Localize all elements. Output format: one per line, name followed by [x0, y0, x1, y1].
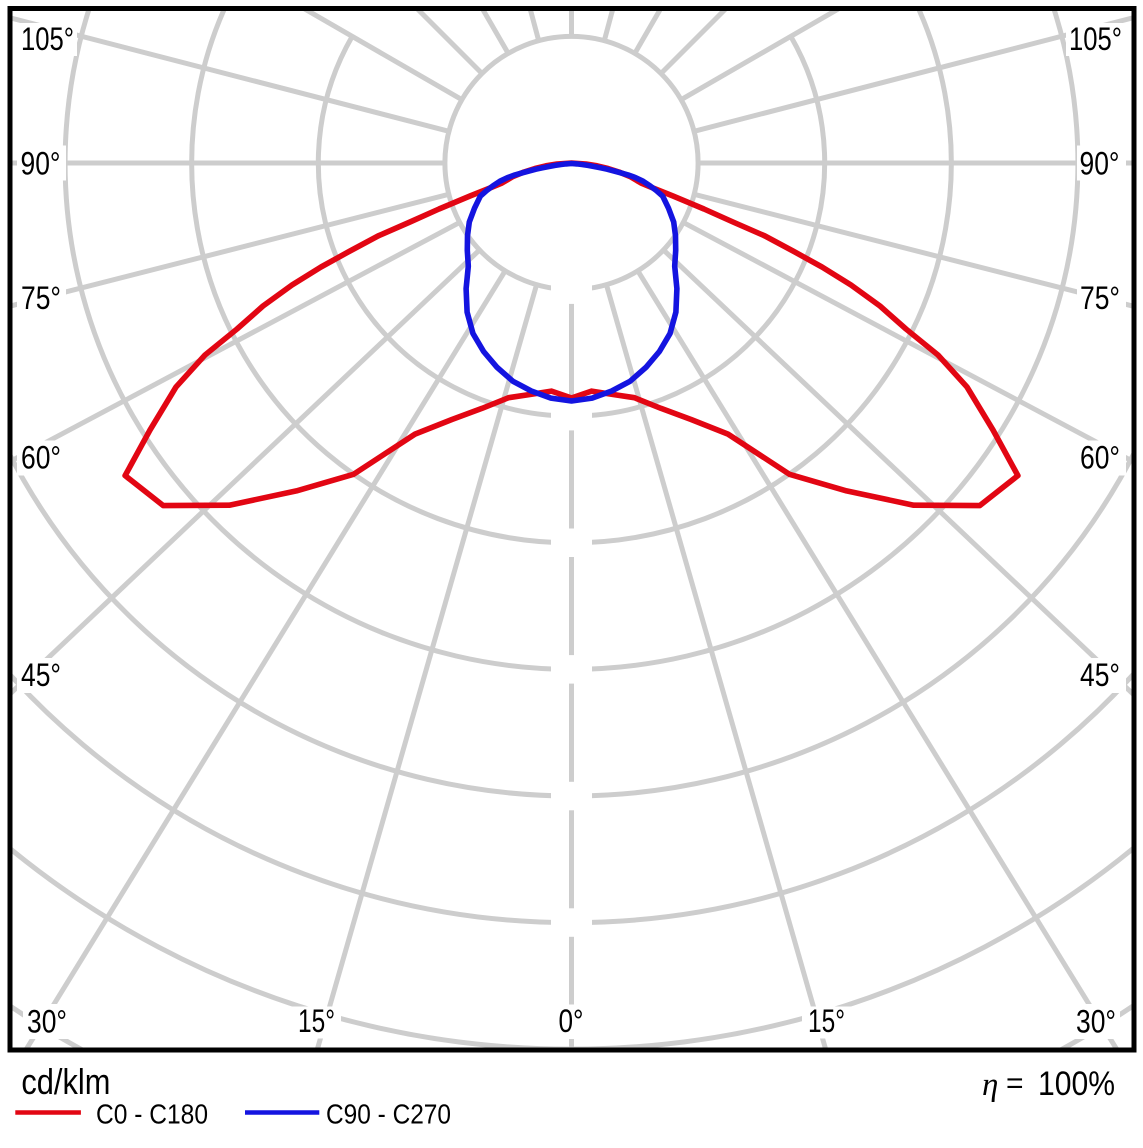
svg-text:cd/klm: cd/klm: [21, 1061, 110, 1102]
svg-text:45°: 45°: [21, 657, 61, 693]
svg-text:90°: 90°: [1080, 146, 1120, 182]
svg-text:60°: 60°: [21, 440, 61, 476]
svg-text:60°: 60°: [1080, 440, 1120, 476]
svg-text:30°: 30°: [1076, 1004, 1116, 1040]
svg-text:0°: 0°: [559, 1003, 584, 1039]
svg-text:15°: 15°: [298, 1003, 335, 1039]
svg-text:30°: 30°: [27, 1004, 67, 1040]
svg-text:75°: 75°: [1080, 280, 1120, 316]
svg-text:C90 - C270: C90 - C270: [326, 1099, 451, 1130]
svg-text:105°: 105°: [1069, 21, 1122, 57]
svg-text:15°: 15°: [808, 1003, 845, 1039]
svg-text:C0 - C180: C0 - C180: [96, 1099, 208, 1130]
svg-text:η: η: [982, 1067, 998, 1103]
svg-text:100%: 100%: [1038, 1065, 1115, 1103]
svg-text:105°: 105°: [21, 21, 74, 57]
svg-text:90°: 90°: [21, 146, 61, 182]
svg-text:75°: 75°: [21, 280, 61, 316]
svg-text:=: =: [1006, 1067, 1024, 1100]
svg-text:45°: 45°: [1080, 657, 1120, 693]
